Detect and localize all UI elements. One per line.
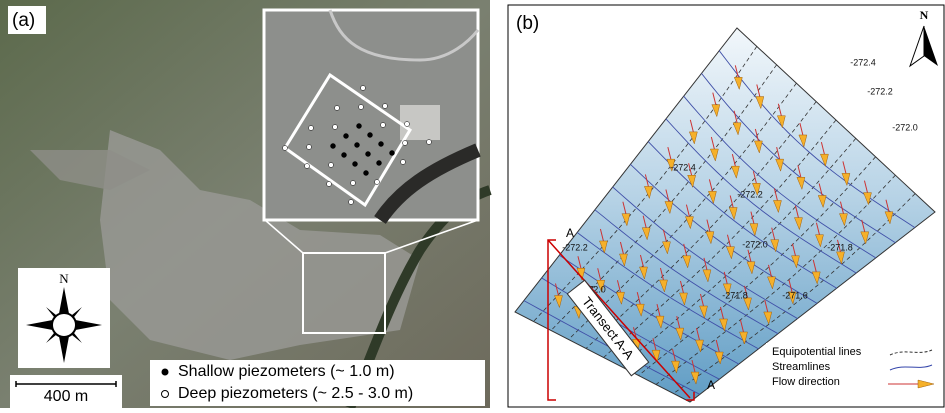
shallow-piezometer: [364, 171, 369, 176]
inset-image: [264, 10, 478, 220]
scale-label: 400 m: [44, 388, 88, 405]
legend-label: Flow direction: [772, 376, 840, 388]
north-label: N: [920, 8, 929, 22]
contour-label: -272.4: [670, 162, 696, 172]
contour-label: -272.2: [562, 242, 588, 252]
deep-piezometer: [305, 164, 310, 169]
shallow-piezometer: [390, 151, 395, 156]
panel-label: (b): [516, 13, 539, 34]
deep-piezometer: [309, 126, 314, 131]
shallow-piezometer: [344, 134, 349, 139]
deep-piezometer: [383, 104, 388, 109]
contour-label: -272.0: [742, 239, 768, 249]
deep-piezometer: [403, 141, 408, 146]
transect-end: A: [707, 378, 715, 392]
deep-piezometer: [359, 105, 364, 110]
deep-piezometer: [333, 125, 338, 130]
deep-piezometer: [283, 146, 288, 151]
deep-piezometer: [381, 123, 386, 128]
shallow-piezometer: [368, 133, 373, 138]
shallow-piezometer: [379, 142, 384, 147]
legend-symbol: [162, 391, 169, 398]
shallow-piezometer: [366, 152, 371, 157]
deep-piezometer: [351, 181, 356, 186]
north-label: N: [59, 271, 69, 286]
deep-piezometer: [335, 106, 340, 111]
shallow-piezometer: [377, 161, 382, 166]
shallow-piezometer: [331, 144, 336, 149]
shallow-piezometer: [353, 162, 358, 167]
deep-piezometer: [427, 140, 432, 145]
deep-piezometer: [329, 163, 334, 168]
contour-label: -272.2: [867, 86, 893, 96]
deep-piezometer: [327, 182, 332, 187]
legend-label: Streamlines: [772, 361, 831, 373]
legend-label: Equipotential lines: [772, 346, 862, 358]
deep-piezometer: [375, 180, 380, 185]
deep-piezometer: [361, 86, 366, 91]
legend-label: Shallow piezometers (~ 1.0 m): [178, 363, 395, 380]
shallow-piezometer: [357, 124, 362, 129]
legend-symbol: [162, 369, 169, 376]
deep-piezometer: [405, 122, 410, 127]
contour-label: -271.6: [782, 290, 808, 300]
contour-label: -271.8: [827, 242, 853, 252]
transect-end: A: [566, 226, 574, 240]
panel-label: (a): [12, 10, 35, 31]
contour-label: -272.4: [850, 57, 876, 67]
contour-label: -272.2: [737, 189, 763, 199]
shallow-piezometer: [342, 153, 347, 158]
legend-label: Deep piezometers (~ 2.5 - 3.0 m): [178, 385, 413, 402]
deep-piezometer: [349, 200, 354, 205]
figure: N 400 m Shallow piezometers (~ 1.0 m) De…: [0, 0, 945, 408]
deep-piezometer: [307, 145, 312, 150]
compass-center: [52, 313, 76, 337]
contour-label: -272.0: [892, 122, 918, 132]
contour-label: -271.8: [722, 290, 748, 300]
page: N 400 m Shallow piezometers (~ 1.0 m) De…: [0, 0, 945, 413]
shallow-piezometer: [355, 143, 360, 148]
deep-piezometer: [401, 160, 406, 165]
